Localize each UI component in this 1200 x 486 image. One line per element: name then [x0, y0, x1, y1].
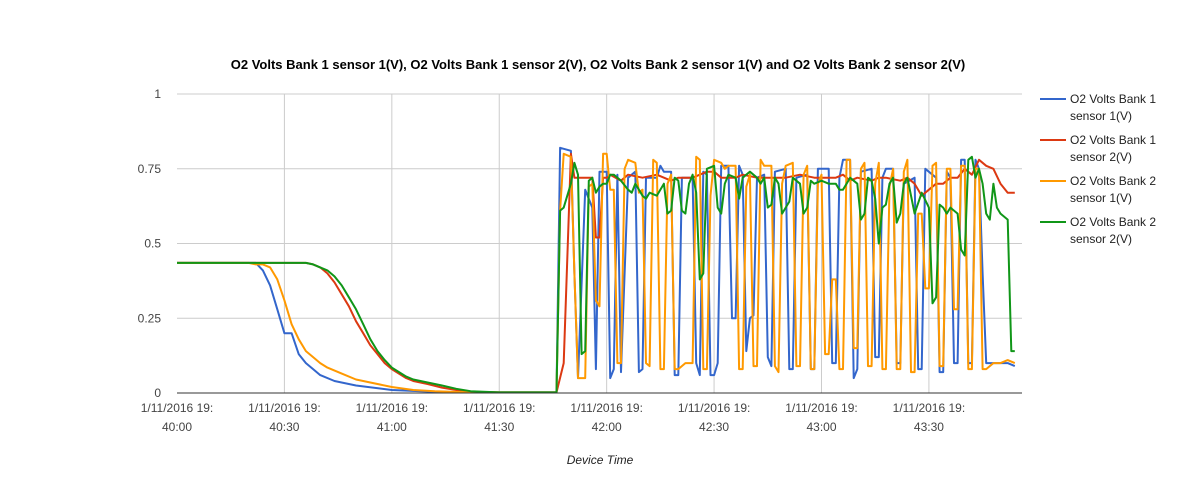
x-tick-label-line1: 1/11/2016 19:: [570, 401, 643, 415]
legend-label: sensor 1(V): [1070, 191, 1132, 205]
x-tick-label-line1: 1/11/2016 19:: [678, 401, 751, 415]
x-tick-label-line1: 1/11/2016 19:: [356, 401, 429, 415]
x-tick-label-line2: 43:30: [914, 420, 944, 434]
x-tick-label-line2: 41:00: [377, 420, 407, 434]
series-line-3: [177, 152, 1016, 394]
series-line-4: [177, 155, 1015, 394]
x-tick-label-line2: 40:30: [269, 420, 299, 434]
legend-label: O2 Volts Bank 2: [1070, 174, 1156, 188]
x-tick-label-line1: 1/11/2016 19:: [141, 401, 214, 415]
x-tick-label-line1: 1/11/2016 19:: [785, 401, 858, 415]
x-axis-ticks: 1/11/2016 19: 40:00 1/11/2016 19: 40:30 1/11…: [141, 401, 965, 434]
y-tick-label: 0: [154, 386, 161, 400]
series-lines: [177, 146, 1016, 394]
x-tick-label-line2: 40:00: [162, 420, 192, 434]
x-tick-label-line1: 1/11/2016 19:: [463, 401, 536, 415]
legend-label: sensor 2(V): [1070, 232, 1132, 246]
y-tick-label: 0.75: [138, 162, 162, 176]
x-tick-label-line2: 42:00: [592, 420, 622, 434]
y-tick-label: 0.5: [144, 237, 161, 251]
x-axis-title: Device Time: [567, 453, 634, 467]
x-tick-label-line1: 1/11/2016 19:: [248, 401, 321, 415]
x-tick-label-line2: 41:30: [484, 420, 514, 434]
legend-label: sensor 1(V): [1070, 109, 1132, 123]
legend-label: O2 Volts Bank 1: [1070, 133, 1156, 147]
y-tick-label: 0.25: [138, 311, 162, 325]
y-tick-label: 1: [154, 87, 161, 101]
chart-title: O2 Volts Bank 1 sensor 1(V), O2 Volts Ba…: [231, 57, 966, 72]
legend-label: O2 Volts Bank 1: [1070, 92, 1156, 106]
x-tick-label-line1: 1/11/2016 19:: [893, 401, 966, 415]
legend-label: O2 Volts Bank 2: [1070, 215, 1156, 229]
x-tick-label-line2: 43:00: [806, 420, 836, 434]
x-tick-label-line2: 42:30: [699, 420, 729, 434]
legend-label: sensor 2(V): [1070, 150, 1132, 164]
legend: O2 Volts Bank 1 sensor 1(V) O2 Volts Bank …: [1040, 92, 1156, 246]
y-axis-ticks: 0 0.25 0.5 0.75 1: [138, 87, 162, 400]
